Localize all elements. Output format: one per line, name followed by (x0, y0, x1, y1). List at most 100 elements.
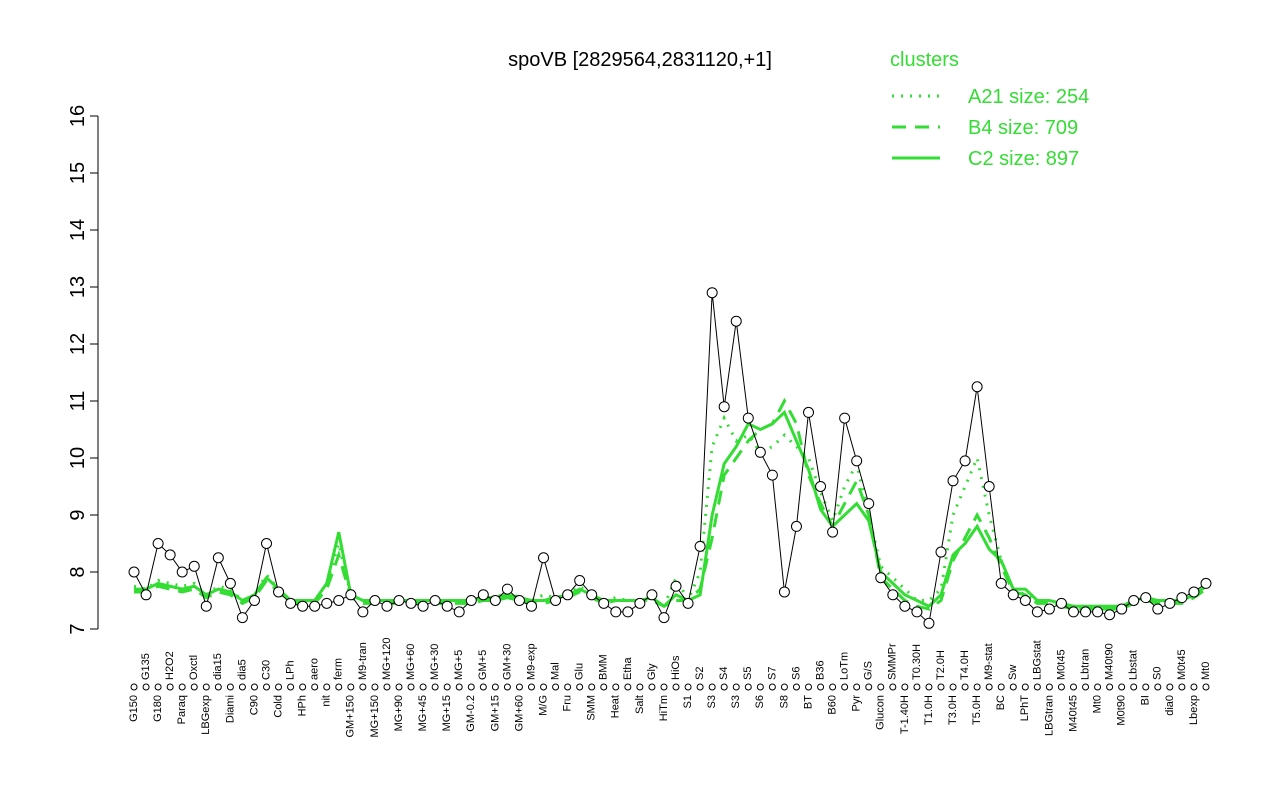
x-tick-label: GM+150 (345, 695, 357, 738)
x-tick (624, 683, 632, 691)
data-point (152, 538, 164, 549)
x-tick-label: MG+90 (393, 695, 405, 731)
x-tick-label: C90 (248, 695, 260, 715)
x-tick-label: Lbstat (1128, 650, 1140, 680)
x-tick (805, 683, 813, 691)
data-point (1140, 592, 1152, 604)
x-tick-label: BC (995, 695, 1007, 710)
x-tick-label: LoTm (839, 652, 851, 680)
data-point (1128, 595, 1140, 606)
data-point (646, 589, 658, 601)
data-point (140, 589, 152, 601)
x-tick-label: Diami (224, 695, 236, 723)
x-tick (552, 683, 560, 691)
x-tick (1082, 683, 1090, 691)
x-tick (311, 683, 319, 691)
x-tick-label: nit (321, 695, 333, 707)
x-tick-label: Mt0 (1091, 695, 1103, 713)
x-tick-label: M40t45 (1067, 695, 1079, 732)
data-point (1176, 592, 1188, 604)
chart-title: spoVB [2829564,2831120,+1] (508, 49, 772, 71)
data-point (333, 595, 345, 606)
data-point (224, 577, 236, 589)
x-tick (202, 683, 210, 691)
x-tick-label: Cold (272, 695, 284, 718)
data-point (309, 600, 321, 612)
data-point (694, 540, 706, 552)
x-tick (527, 683, 535, 691)
x-tick-label: T-1.40H (899, 695, 911, 734)
x-tick-label: MG+45 (417, 695, 429, 731)
x-tick (901, 683, 909, 691)
data-point (1031, 606, 1043, 618)
x-tick-label: MG+5 (453, 650, 465, 680)
y-tick-label: 14 (67, 219, 89, 241)
x-tick-label: G135 (140, 653, 152, 680)
x-tick (780, 683, 788, 691)
x-tick-label: Sw (1007, 665, 1019, 680)
x-tick-label: B36 (814, 660, 826, 680)
x-tick-label: H2O2 (164, 651, 176, 680)
x-tick (1021, 683, 1029, 691)
data-point (899, 600, 911, 612)
x-tick (540, 683, 548, 691)
x-tick-label: Salt (634, 695, 646, 714)
data-point (1092, 606, 1104, 618)
cluster-line (134, 397, 1207, 611)
data-point (754, 446, 766, 458)
legend-title: clusters (890, 49, 959, 71)
x-tick (467, 683, 475, 691)
x-tick-label: GM+60 (513, 695, 525, 731)
x-tick-label: M9-exp (525, 643, 537, 680)
x-tick (1166, 683, 1174, 691)
x-tick (937, 683, 945, 691)
x-tick (829, 683, 837, 691)
x-tick (1178, 683, 1186, 691)
x-tick-label: MG+15 (441, 695, 453, 731)
x-tick-label: GM+15 (489, 695, 501, 731)
x-tick (1033, 683, 1041, 691)
data-point (971, 381, 983, 393)
x-tick (407, 683, 415, 691)
x-tick (275, 683, 283, 691)
x-tick (768, 683, 776, 691)
x-tick (263, 683, 271, 691)
data-point (513, 595, 525, 606)
x-tick (925, 683, 933, 691)
data-point (1019, 595, 1031, 606)
data-point (839, 412, 851, 424)
data-point (634, 597, 646, 609)
data-point (176, 566, 188, 578)
x-tick-label: T5.0H (971, 695, 983, 725)
data-point (405, 597, 417, 609)
data-point (212, 552, 224, 564)
data-point (730, 315, 742, 327)
x-tick (1094, 683, 1102, 691)
cluster-line (133, 414, 1207, 609)
x-tick-label: Heat (610, 695, 622, 718)
data-point (742, 412, 754, 424)
data-point (947, 475, 959, 487)
x-tick (877, 683, 885, 691)
x-tick (1130, 683, 1138, 691)
data-point (477, 589, 489, 601)
data-point (1067, 606, 1079, 618)
x-tick (347, 683, 355, 691)
x-tick (130, 683, 138, 691)
data-point (682, 597, 694, 609)
x-tick-label: S6 (754, 695, 766, 708)
x-tick-label: T0.30H (911, 644, 923, 680)
x-tick-label: Lbexp (1188, 695, 1200, 725)
x-tick (299, 683, 307, 691)
data-point (1043, 603, 1055, 615)
x-tick-label: LPhT (1019, 695, 1031, 722)
x-tick (744, 683, 752, 691)
x-tick (985, 683, 993, 691)
data-point (935, 546, 947, 558)
x-tick (395, 683, 403, 691)
data-point (381, 600, 393, 612)
x-tick-label: Pyr (851, 695, 863, 712)
x-tick-label: MG+30 (429, 644, 441, 680)
x-tick-label: HPh (297, 695, 309, 716)
